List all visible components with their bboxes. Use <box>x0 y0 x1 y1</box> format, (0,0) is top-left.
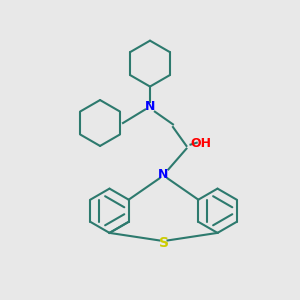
Text: N: N <box>145 100 155 113</box>
Text: N: N <box>158 168 169 181</box>
Text: OH: OH <box>191 137 212 150</box>
Text: S: S <box>158 236 169 250</box>
